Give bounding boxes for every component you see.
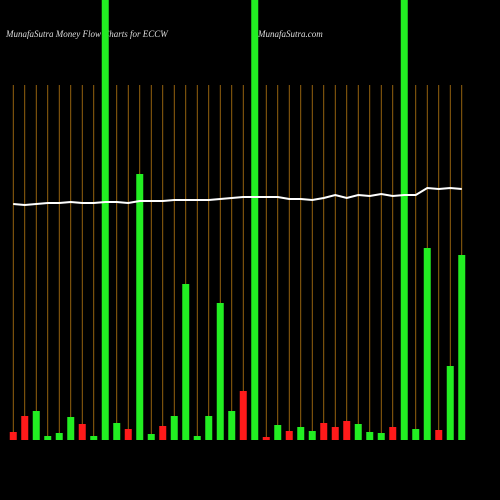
bar <box>182 284 190 440</box>
bar <box>331 427 339 440</box>
bar <box>274 425 282 440</box>
bar <box>9 432 17 440</box>
bar <box>458 255 466 440</box>
bar <box>205 416 213 440</box>
bar <box>400 0 408 440</box>
chart-title: MunafaSutra Money Flow Charts for ECCW <box>5 29 169 39</box>
chart-subtitle: MunafaSutra.com <box>257 29 323 39</box>
bar <box>78 424 86 440</box>
bar <box>251 0 259 440</box>
bar <box>412 429 420 440</box>
bar <box>308 431 316 440</box>
bar <box>90 436 98 440</box>
bar <box>297 427 305 440</box>
bar <box>124 429 132 440</box>
bar <box>21 416 29 440</box>
bar <box>343 421 351 440</box>
bar <box>32 411 40 440</box>
bar <box>435 430 443 440</box>
bar <box>262 437 270 440</box>
bar <box>193 436 201 440</box>
bar <box>354 424 362 440</box>
bar <box>159 426 167 440</box>
bar <box>446 366 454 440</box>
bar <box>113 423 121 440</box>
bar <box>320 423 328 440</box>
bar <box>389 427 397 440</box>
bar <box>101 0 109 440</box>
money-flow-line <box>13 186 462 207</box>
bar <box>55 433 63 440</box>
bar <box>67 417 75 440</box>
bar <box>170 416 178 440</box>
bar <box>216 303 224 440</box>
bar <box>366 432 374 440</box>
bar <box>285 431 293 440</box>
bar <box>239 391 247 440</box>
bar <box>377 433 385 440</box>
bar <box>44 436 52 440</box>
bar <box>228 411 236 440</box>
bar <box>423 248 431 440</box>
bar <box>136 174 144 440</box>
bar <box>147 434 155 440</box>
